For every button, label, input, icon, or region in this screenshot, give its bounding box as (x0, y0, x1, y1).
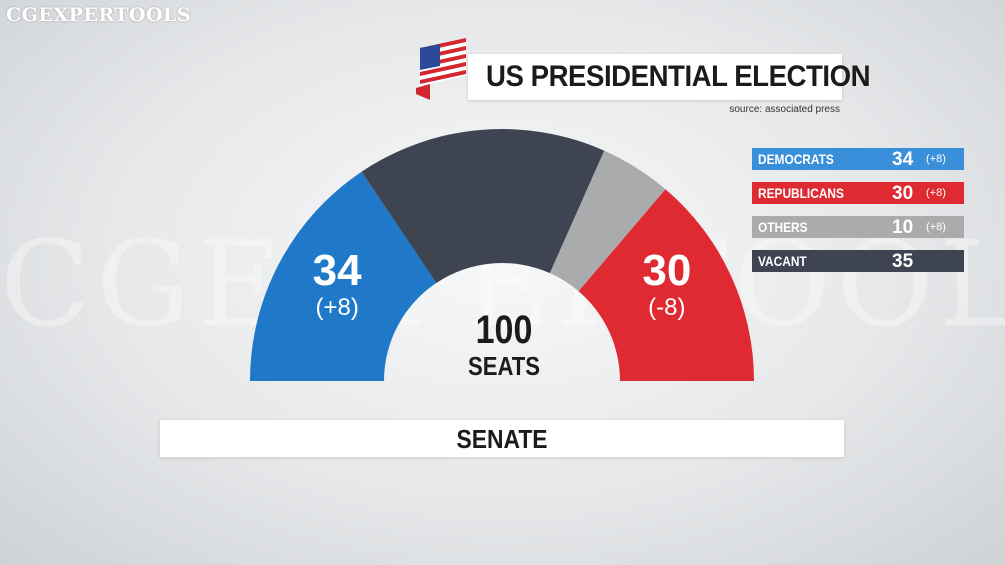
legend-item-vacant: VACANT 35 (752, 250, 964, 272)
legend-change: (+8) (926, 153, 946, 165)
legend-value: 35 (892, 251, 914, 272)
legend-label: VACANT (758, 253, 807, 269)
segment-democrats (250, 171, 437, 381)
page-title: US PRESIDENTIAL ELECTION (486, 60, 871, 93)
source-note: source: associated press (729, 104, 840, 115)
segment-others (549, 150, 666, 292)
legend-label: REPUBLICANS (758, 185, 844, 201)
senate-semicircle-chart (250, 128, 754, 381)
legend-label: DEMOCRATS (758, 151, 834, 167)
title-box: US PRESIDENTIAL ELECTION (468, 54, 871, 100)
legend: DEMOCRATS 34 (+8) REPUBLICANS 30 (+8) OT… (752, 148, 964, 284)
legend-value: 34 (892, 149, 914, 170)
total-seats-value: 100 (475, 308, 533, 352)
legend-label: OTHERS (758, 219, 808, 235)
legend-item-republicans: REPUBLICANS 30 (+8) (752, 182, 964, 204)
democrats-seat-label: 34 (312, 246, 362, 295)
republicans-change-label: (-8) (648, 294, 686, 321)
republicans-seat-label: 30 (642, 246, 692, 295)
legend-value: 30 (892, 183, 914, 204)
legend-item-others: OTHERS 10 (+8) (752, 216, 964, 238)
democrats-change-label: (+8) (315, 294, 359, 321)
us-flag-icon (416, 38, 466, 100)
chamber-bar: SENATE (160, 420, 844, 457)
legend-item-democrats: DEMOCRATS 34 (+8) (752, 148, 964, 170)
watermark-top: CGEXPERTOOLS (6, 4, 192, 26)
legend-value: 10 (892, 217, 914, 238)
segment-vacant (361, 128, 605, 284)
legend-change: (+8) (926, 221, 946, 233)
legend-change: (+8) (926, 187, 946, 199)
total-seats-caption: SEATS (467, 351, 541, 381)
segment-republicans (578, 189, 754, 381)
chamber-label: SENATE (456, 424, 548, 454)
